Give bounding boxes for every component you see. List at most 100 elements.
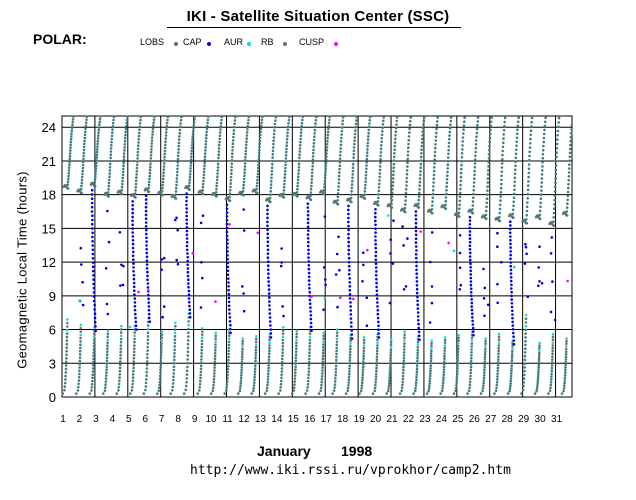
dayside-point (512, 204, 515, 208)
dayside-point (382, 119, 385, 123)
dawn-point (117, 382, 121, 386)
dayside-point (206, 118, 210, 122)
cap-point (374, 250, 378, 254)
dawn-point (563, 384, 566, 388)
dayside-point (149, 159, 152, 163)
x-tick-label: 19 (354, 414, 366, 425)
dawn-point (524, 317, 528, 321)
cap-point (512, 342, 516, 346)
dayside-point (529, 137, 532, 141)
dusk-point (93, 184, 97, 188)
cap-point (418, 338, 421, 342)
dawn-point (267, 364, 271, 367)
cap-point (350, 329, 354, 332)
dawn-point (551, 355, 554, 359)
x-tick-label: 28 (502, 414, 514, 425)
cap-point (376, 316, 380, 320)
cap-point (510, 290, 513, 294)
dayside-point (488, 148, 491, 152)
dawn-point (416, 356, 419, 360)
dawn-point (538, 351, 541, 355)
dawn-point (564, 347, 568, 351)
dawn-point (199, 373, 202, 377)
dayside-point (555, 159, 558, 163)
dawn-point (416, 351, 420, 355)
cap-point (269, 324, 272, 327)
dawn-point (430, 339, 434, 343)
dayside-point (378, 175, 382, 179)
cap-point (269, 328, 273, 331)
cap-point (268, 304, 271, 307)
dayside-point (540, 173, 544, 176)
cap-point (414, 229, 418, 233)
cap-point (94, 325, 97, 328)
dayside-point (462, 132, 465, 135)
dayside-point (421, 130, 425, 133)
dayside-point (516, 124, 520, 128)
dayside-point (351, 176, 354, 180)
dayside-point (121, 179, 124, 183)
dawn-point (295, 332, 299, 336)
cap-point (469, 265, 472, 269)
dawn-point (536, 380, 540, 383)
dayside-point (152, 124, 155, 127)
dayside-point (327, 127, 330, 131)
cap-point (414, 221, 418, 225)
x-tick-label: 22 (403, 414, 415, 425)
dayside-point (189, 167, 192, 170)
dawn-point (564, 366, 567, 369)
dawn-point (551, 338, 555, 342)
cap-point (185, 192, 188, 195)
dawn-point (361, 378, 364, 382)
cap-point (309, 321, 313, 325)
dawn-point (174, 324, 177, 328)
dawn-point (321, 360, 325, 364)
cap-point (349, 305, 352, 308)
cap-point (470, 301, 474, 305)
dayside-point (528, 154, 531, 158)
dawn-point (510, 357, 514, 360)
dayside-point (98, 120, 101, 124)
dawn-point (443, 360, 446, 363)
cap-point (509, 242, 512, 246)
dawn-point (185, 380, 188, 384)
dawn-point (160, 330, 164, 334)
dayside-point (379, 147, 383, 151)
dayside-point (149, 165, 152, 169)
dayside-point (270, 173, 274, 176)
cap-point (509, 268, 513, 272)
dayside-point (354, 122, 358, 126)
cap-point (415, 284, 419, 287)
dawn-point (551, 352, 554, 356)
cap-point (338, 268, 341, 272)
dawn-point (159, 362, 163, 366)
cap-point (186, 274, 190, 278)
dayside-point (220, 118, 223, 122)
dawn-point (226, 380, 229, 383)
dayside-point (461, 140, 465, 143)
dayside-point (217, 143, 221, 147)
cap-point (469, 283, 473, 287)
dawn-point (346, 389, 350, 393)
dayside-point (164, 137, 167, 140)
dawn-point (321, 363, 325, 367)
dayside-point (311, 155, 315, 158)
dayside-point (526, 197, 529, 200)
dawn-point (523, 351, 527, 354)
dayside-point (72, 115, 75, 118)
dayside-point (299, 137, 302, 141)
cap-point (486, 303, 490, 307)
dayside-point (379, 161, 382, 165)
cap-point (225, 207, 229, 210)
cap-point (174, 218, 177, 222)
dawn-point (482, 379, 486, 382)
dawn-point (335, 352, 338, 356)
cap-point (280, 247, 283, 250)
cap-point (374, 246, 378, 250)
dawn-point (294, 353, 298, 357)
dawn-point (106, 335, 109, 339)
cap-point (225, 230, 229, 234)
dayside-point (419, 162, 423, 166)
dayside-point (229, 185, 232, 189)
cap-point (242, 309, 246, 313)
